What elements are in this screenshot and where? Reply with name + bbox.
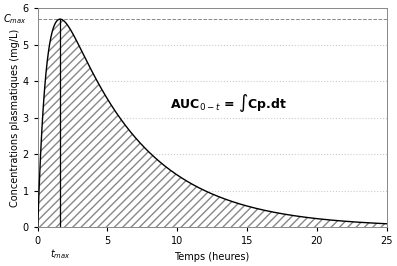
Text: $C_{max}$: $C_{max}$ <box>3 12 27 26</box>
Text: $t_{max}$: $t_{max}$ <box>50 247 70 261</box>
Text: AUC$_{0-t}$ = $\int$Cp.dt: AUC$_{0-t}$ = $\int$Cp.dt <box>170 92 287 114</box>
X-axis label: Temps (heures): Temps (heures) <box>175 252 250 262</box>
Y-axis label: Concentrations plasmatiques (mg/L): Concentrations plasmatiques (mg/L) <box>10 28 19 207</box>
